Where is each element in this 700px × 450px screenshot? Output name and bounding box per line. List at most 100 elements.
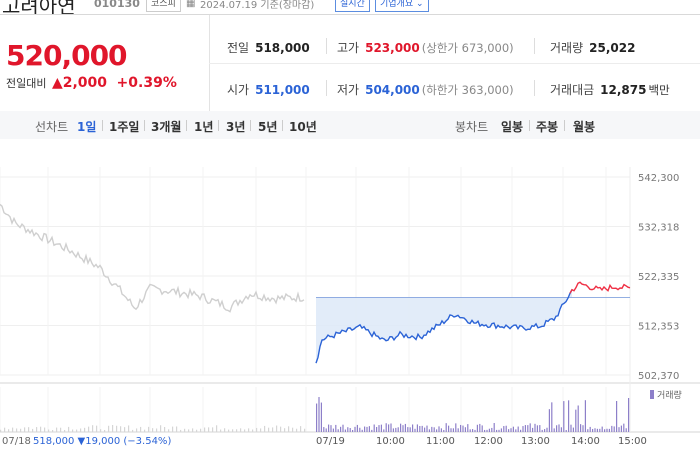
volume-bar [292,427,294,432]
tab-divider [144,120,145,131]
volume-bar [556,425,558,432]
volume-bars [0,397,630,432]
realtime-button[interactable]: 실시간 [335,0,370,12]
volume-bar [457,428,459,432]
period-1w-tab[interactable]: 1주일 [109,120,140,134]
volume-bar [623,423,625,432]
volume-bar [68,426,70,432]
volume-bar [606,428,608,432]
volume-bar [498,429,500,432]
volume-bar [300,426,302,432]
period-10y-tab[interactable]: 10년 [289,120,317,134]
volume-bar [517,426,519,432]
amount-unit: 백만 [648,83,670,97]
monthly-candle-tab[interactable]: 월봉 [573,120,596,134]
volume-bar [371,429,373,432]
volume-bar [412,424,414,432]
volume-bar [392,428,394,432]
volume-bar [72,429,74,432]
prev-day-label: 07/18 [2,436,31,447]
volume-bar [347,427,349,432]
volume-bar [236,429,238,432]
volume-bar [0,429,2,432]
volume-bar [433,427,435,432]
volume-bar [594,428,596,432]
x-tick-label: 12:00 [474,436,503,447]
volume-bar [342,424,344,432]
volume-bar [568,400,570,432]
volume-bar [505,425,507,432]
volume-bar [503,426,505,432]
volume-bar [496,429,498,432]
volume-bar [380,424,382,432]
volume-bar [152,428,154,432]
x-tick-label: 11:00 [426,436,455,447]
current-price: 520,000 [6,39,128,72]
daily-candle-tab[interactable]: 일봉 [501,120,524,134]
volume-bar [512,426,514,432]
volume-bar [144,429,146,432]
volume-bar [455,423,457,432]
volume-bar [472,429,474,432]
price-line-above-baseline [569,281,631,294]
change-amount: ▲2,000 [51,75,108,91]
volume-bar [352,429,354,432]
period-5y-tab[interactable]: 5년 [258,120,278,134]
volume-bar [268,427,270,432]
volume-bar [428,429,430,432]
weekly-candle-tab[interactable]: 주봉 [536,120,559,134]
volume-bar [188,429,190,432]
price-line-below-baseline [315,289,573,364]
volume-bar [373,424,375,432]
volume-bar [180,429,182,432]
period-1y-tab[interactable]: 1년 [194,120,214,134]
volume-bar [409,427,411,432]
volume-bar [620,425,622,432]
volume-bar [264,425,266,432]
volume-bar [337,429,339,432]
volume-bar [596,428,598,432]
company-info-button[interactable]: 기업개요 ⌄ [375,0,429,12]
volume-bar [20,428,22,432]
volume-bar [532,427,534,432]
volume-bar [515,429,517,432]
period-3y-tab[interactable]: 3년 [226,120,246,134]
volume-bar [536,425,538,432]
volume-bar [304,428,306,432]
volume-bar [104,429,106,432]
volume-bar [479,423,481,432]
period-3m-tab[interactable]: 3개월 [151,120,182,134]
volume-bar [376,426,378,432]
volume-bar [366,426,368,432]
volume-bar [584,400,586,432]
prev-close-label: 전일 [227,41,250,55]
volume-bar [548,409,550,432]
price-change: 전일대비 ▲2,000 +0.39% [6,75,177,91]
open-value: 511,000 [255,83,310,97]
volume-bar [100,429,102,432]
volume-bar [96,425,98,432]
prev-day-summary: 518,000 ▼19,000 (−3.54%) [33,436,171,447]
volume-bar [608,428,610,432]
volume-bar [404,423,406,432]
volume-value: 25,022 [589,41,636,55]
volume-bar [176,426,178,432]
volume-bar [481,425,483,432]
x-tick-label: 10:00 [376,436,405,447]
volume-bar [467,424,469,432]
volume-bar [36,427,38,432]
volume-bar [520,429,522,432]
volume-bar [160,425,162,432]
open-price: 시가 511,000 [227,81,310,98]
volume-bar [328,424,330,432]
volume-bar [316,403,318,432]
volume-bar [589,426,591,432]
volume-bar [220,429,222,432]
volume-bar [570,424,572,432]
period-1d-tab[interactable]: 1일 [77,120,97,134]
volume-bar [124,427,126,432]
volume-bar [132,429,134,432]
volume-bar [8,429,10,432]
change-percent: +0.39% [116,75,177,91]
